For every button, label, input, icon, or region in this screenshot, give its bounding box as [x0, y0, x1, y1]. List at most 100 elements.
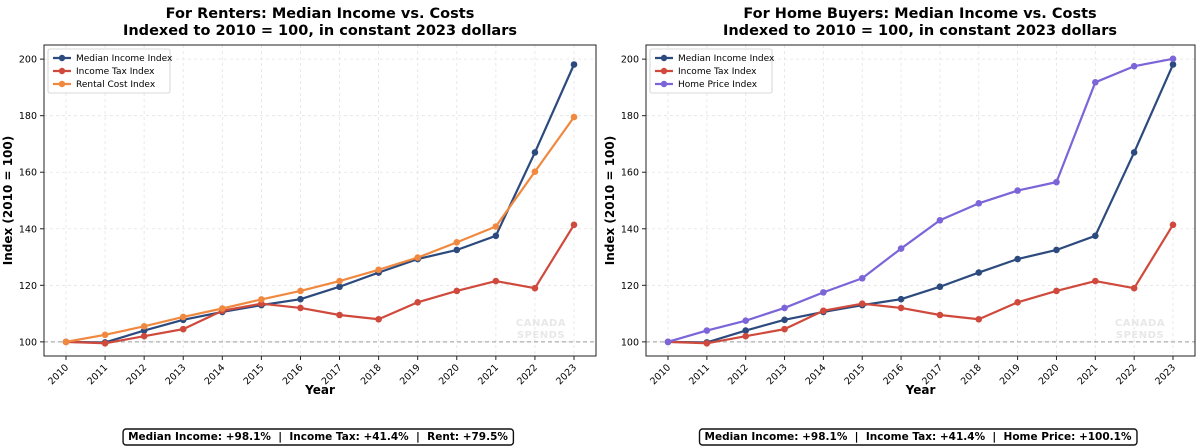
data-point	[492, 232, 500, 240]
x-tick-label: 2019	[998, 362, 1023, 387]
series-line	[667, 224, 1174, 345]
data-point	[1053, 287, 1060, 295]
y-tick-label: 180	[621, 111, 639, 122]
plot-frame	[43, 44, 597, 357]
x-tick-label: 2010	[46, 362, 71, 387]
data-point	[897, 304, 905, 312]
x-tick-label: 2020	[437, 362, 462, 387]
data-point	[1092, 79, 1099, 86]
data-point	[336, 311, 343, 319]
data-point	[453, 246, 461, 254]
data-point	[297, 304, 304, 312]
chart-2: For Home Buyers: Median Income vs. Costs…	[603, 6, 1196, 446]
x-tick-label: 2010	[648, 362, 673, 387]
data-point	[975, 200, 983, 207]
y-tick-label: 160	[621, 168, 639, 179]
legend: Median Income Index Income Tax Index Home …	[649, 48, 775, 94]
series-income-tax-index	[664, 221, 1177, 347]
data-point	[1130, 284, 1138, 292]
legend-label: Rental Cost Index	[76, 80, 156, 90]
data-point	[453, 239, 461, 246]
x-tick-label: 2014	[804, 362, 829, 387]
summary-text: Median Income: +98.1% | Income Tax: +41.…	[128, 431, 508, 443]
data-point	[297, 295, 304, 303]
x-tick-label: 2013	[765, 362, 790, 387]
series-line	[667, 64, 1175, 344]
x-tick-label: 2011	[687, 362, 712, 387]
x-tick-label: 2022	[515, 362, 540, 387]
x-tick-label: 2015	[842, 362, 867, 387]
y-tick-label: 180	[19, 111, 37, 122]
data-point	[453, 287, 461, 295]
y-tick-label: 140	[621, 224, 639, 235]
x-tick-label: 2012	[124, 362, 149, 387]
x-tick-label: 2012	[726, 362, 751, 387]
series-median-income-index	[62, 61, 578, 346]
data-point	[1053, 178, 1060, 186]
data-point	[492, 223, 500, 230]
data-point	[742, 317, 749, 324]
data-point	[897, 245, 905, 252]
y-tick-label: 140	[19, 224, 37, 235]
x-tick-label: 2014	[203, 362, 228, 387]
data-point	[1014, 255, 1021, 263]
data-point	[897, 295, 905, 303]
series-line	[65, 64, 576, 344]
data-point	[531, 149, 539, 156]
data-point	[570, 221, 578, 229]
x-tick-label: 2011	[85, 362, 110, 387]
x-tick-label: 2023	[554, 362, 579, 387]
data-point	[414, 298, 421, 306]
legend-box	[47, 48, 171, 94]
legend-label: Income Tax Index	[76, 67, 155, 77]
x-tick-label: 2015	[242, 362, 267, 387]
x-tick-label: 2023	[1153, 362, 1178, 387]
series-line	[667, 57, 1174, 343]
y-tick-label: 100	[19, 337, 37, 348]
legend-label: Median Income Index	[76, 54, 173, 64]
data-point	[1130, 149, 1138, 156]
legend-box	[649, 48, 773, 94]
x-axis-label: Year	[304, 383, 335, 397]
summary-box: Median Income: +98.1% | Income Tax: +41.…	[122, 428, 515, 446]
y-axis-label: Index (2010 = 100)	[1, 136, 15, 265]
data-point	[1169, 55, 1177, 63]
data-point	[179, 313, 187, 321]
chart-subtitle: Indexed to 2010 = 100, in constant 2023 …	[123, 23, 517, 39]
data-point	[570, 61, 578, 68]
data-point	[781, 316, 788, 324]
legend-swatch-marker	[660, 54, 668, 62]
data-point	[140, 323, 148, 330]
data-point	[703, 327, 711, 334]
x-tick-label: 2016	[281, 362, 306, 387]
chart-1: For Renters: Median Income vs. CostsInde…	[1, 6, 597, 446]
y-tick-label: 100	[621, 337, 639, 348]
data-point	[414, 254, 421, 261]
data-point	[101, 339, 109, 347]
data-point	[375, 266, 382, 274]
y-axis-label: Index (2010 = 100)	[603, 136, 617, 265]
data-point	[781, 304, 788, 312]
data-point	[1014, 187, 1021, 194]
chart-title: For Renters: Median Income vs. Costs	[166, 6, 475, 22]
data-point	[742, 332, 749, 340]
chart-subtitle: Indexed to 2010 = 100, in constant 2023 …	[723, 23, 1117, 39]
data-point	[219, 305, 226, 312]
y-tick-label: 200	[621, 55, 639, 66]
data-point	[1092, 232, 1099, 240]
data-point	[1014, 298, 1021, 306]
data-point	[1169, 221, 1177, 229]
data-point	[297, 287, 304, 295]
data-point	[1169, 61, 1177, 68]
series-home-price-index	[664, 55, 1177, 346]
data-point	[531, 168, 539, 175]
series-income-tax-index	[62, 221, 578, 347]
series-line	[65, 224, 575, 345]
data-point	[936, 283, 944, 291]
legend-swatch-marker	[660, 67, 668, 75]
data-point	[781, 325, 788, 333]
legend: Median Income Index Income Tax Index Renta…	[47, 48, 173, 94]
data-point	[531, 284, 539, 292]
watermark-text: CANADA	[1115, 318, 1165, 329]
